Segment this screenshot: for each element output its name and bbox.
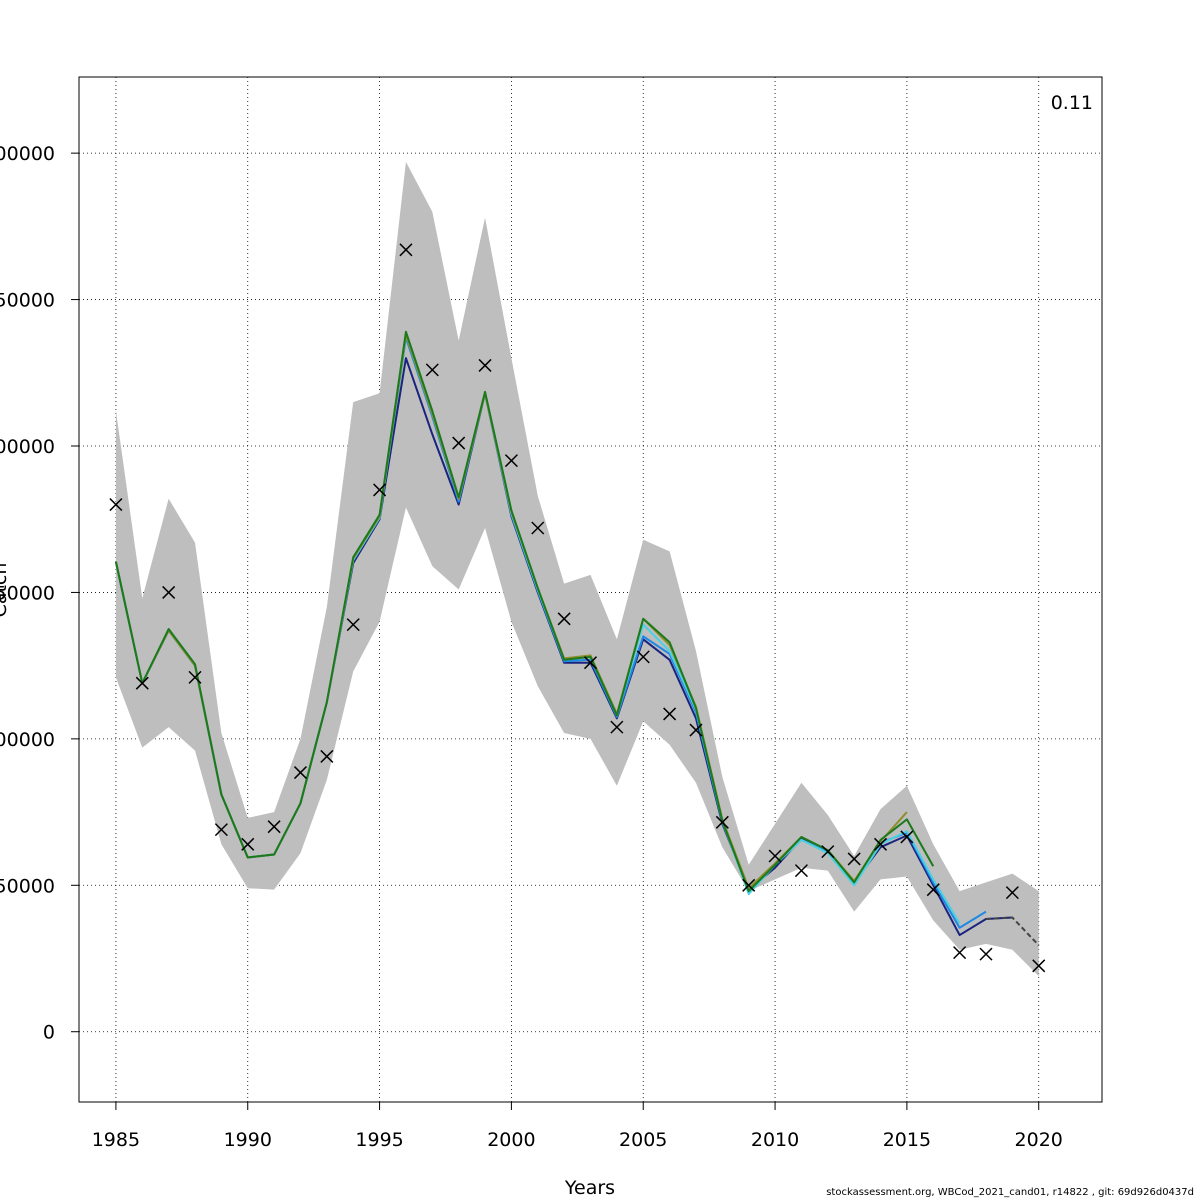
corner-annotation: 0.11 [1051, 92, 1093, 114]
y-tick-label: 0 [43, 1022, 55, 1044]
y-tick-label: 200000 [0, 436, 55, 458]
y-tick-label: 300000 [0, 143, 55, 165]
footer-credit: stockassessment.org, WBCod_2021_cand01, … [826, 1187, 1194, 1198]
y-tick-label: 100000 [0, 729, 55, 751]
y-tick-label: 250000 [0, 290, 55, 312]
x-axis-label: Years [564, 1177, 615, 1199]
y-tick-label: 50000 [0, 875, 55, 897]
y-axis-label: Catch [0, 563, 11, 618]
x-tick-label: 2020 [1015, 1129, 1063, 1151]
catch-chart: 1985 1990 1995 2000 2005 2010 2015 2020 0 50000 1… [0, 0, 1200, 1200]
x-tick-label: 2000 [487, 1129, 535, 1151]
x-tick-label: 2015 [883, 1129, 931, 1151]
x-tick-label: 1995 [355, 1129, 403, 1151]
x-tick-label: 2005 [619, 1129, 667, 1151]
x-tick-label: 1990 [224, 1129, 272, 1151]
x-tick-label: 2010 [751, 1129, 799, 1151]
x-tick-label: 1985 [92, 1129, 140, 1151]
